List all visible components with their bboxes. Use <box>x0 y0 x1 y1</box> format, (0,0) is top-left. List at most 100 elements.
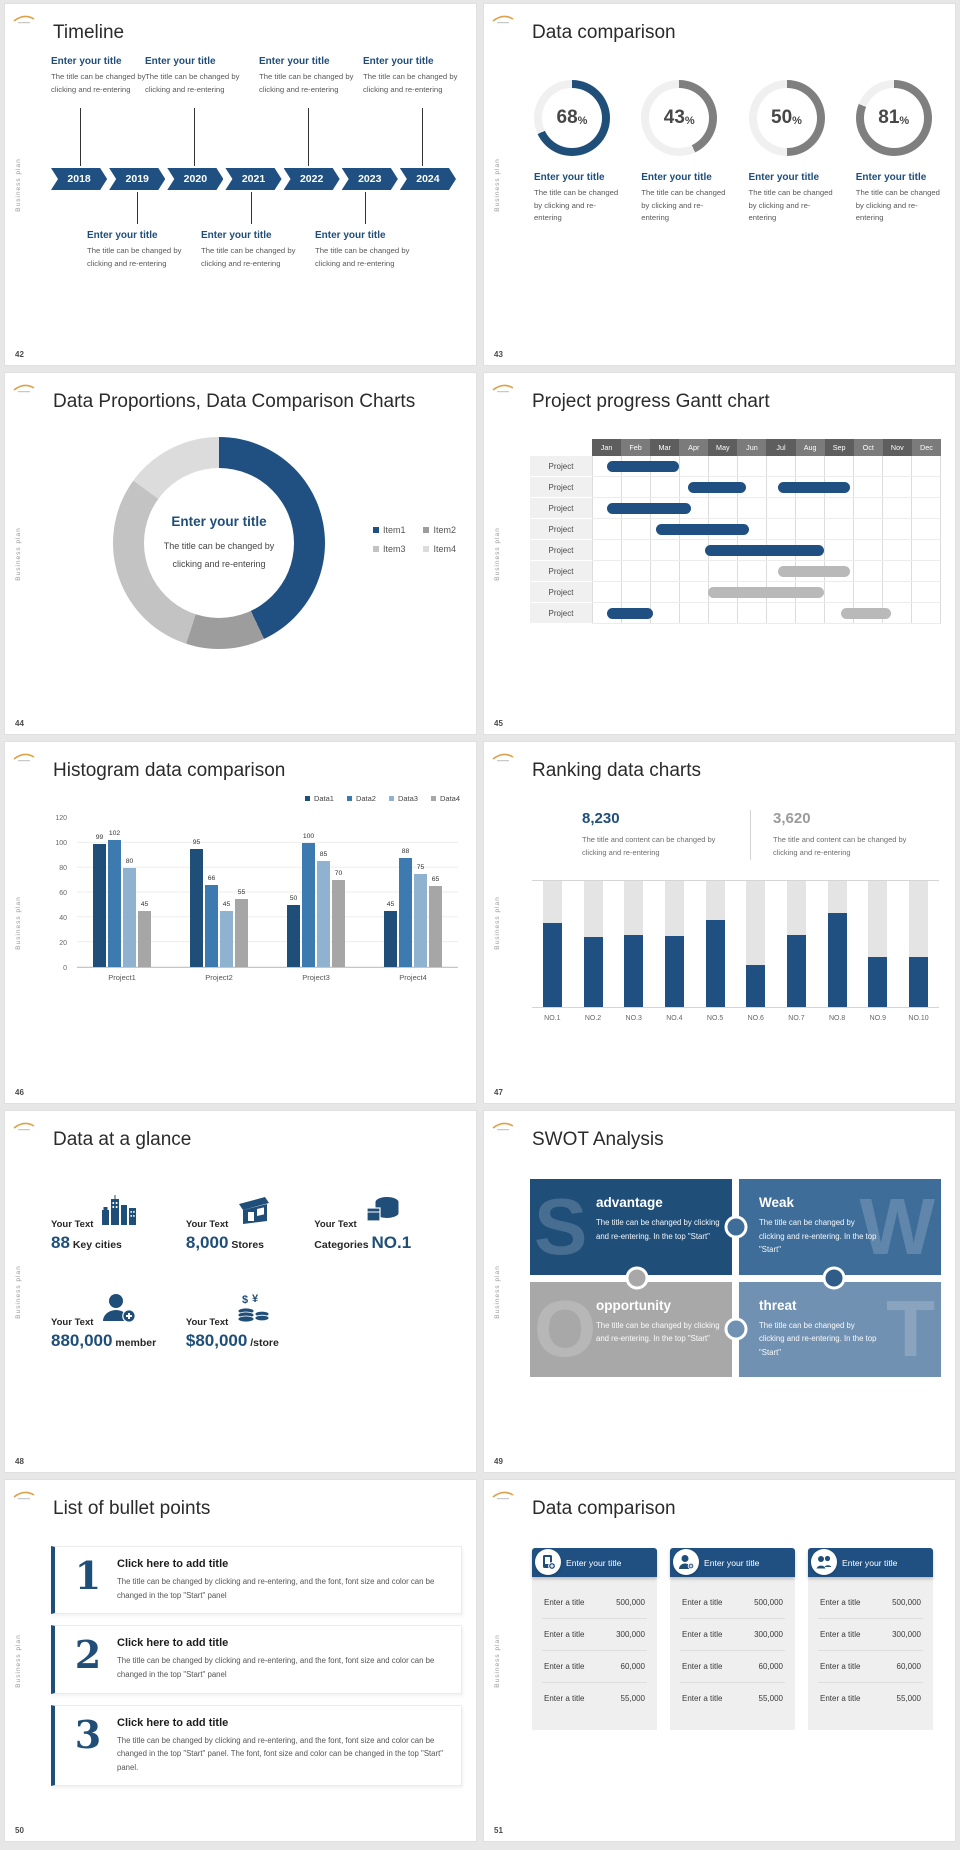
bar-fill[interactable] <box>664 935 684 1007</box>
gantt-bar[interactable] <box>777 566 851 577</box>
legend-swatch <box>346 796 352 801</box>
gantt-bar[interactable] <box>687 482 746 493</box>
svg-text:$: $ <box>242 1294 248 1306</box>
gantt-bar[interactable] <box>705 545 824 556</box>
gantt-month-cell: Apr <box>679 439 709 456</box>
bar-fill[interactable] <box>542 923 562 1007</box>
gantt-bar[interactable] <box>606 461 679 472</box>
slide-51-thumbnail[interactable]: Business plan 51 Data comparison Enter y… <box>484 1480 955 1841</box>
bar[interactable]: 88 <box>399 848 412 967</box>
bar[interactable]: 55 <box>235 889 248 967</box>
brand-logo-icon <box>12 1487 36 1505</box>
donut-center-body: The title can be changed by clicking and… <box>163 540 275 569</box>
gantt-bar[interactable] <box>655 524 749 535</box>
bar[interactable]: 80 <box>123 858 136 967</box>
gantt-bar[interactable] <box>777 482 851 493</box>
slide-left-rail: Business plan 49 <box>484 1111 524 1472</box>
stat-unit: member <box>112 1337 157 1349</box>
bar[interactable]: 66 <box>205 875 218 967</box>
slide-title: Project progress Gantt chart <box>532 391 770 412</box>
bar[interactable]: 85 <box>317 851 330 967</box>
glance-stat: Your Text Categories NO.1 <box>314 1195 462 1253</box>
timeline-item-title: Enter your title <box>145 56 216 67</box>
legend-item: Data2 <box>346 794 376 803</box>
stat-label: Your Text <box>314 1219 357 1230</box>
bullet-list-item[interactable]: 2 Click here to add title The title can be… <box>51 1625 462 1694</box>
legend-swatch <box>372 527 379 533</box>
bullet-number: 1 <box>74 1553 102 1598</box>
bar-value-label: 75 <box>416 863 425 871</box>
bar-fill[interactable] <box>827 913 847 1007</box>
bar[interactable]: 99 <box>93 834 106 967</box>
bar-fill[interactable] <box>583 937 603 1007</box>
card-row-value: 55,000 <box>896 1694 921 1703</box>
bar-fill[interactable] <box>746 964 766 1007</box>
bar-value-label: 50 <box>289 894 298 902</box>
categories-box-icon <box>365 1195 401 1230</box>
ring-item-body: The title can be changed by clicking and… <box>641 188 726 223</box>
page-number: 50 <box>15 1826 24 1835</box>
timeline-item-title: Enter your title <box>363 56 434 67</box>
bullet-list-item[interactable]: 3 Click here to add title The title can be… <box>51 1704 462 1787</box>
slide-42-thumbnail[interactable]: Business plan 42 Timeline 2018 2019 2020 20… <box>5 4 476 365</box>
stat-value-line: 8,000 Stores <box>186 1233 314 1253</box>
donut-center-title: Enter your title <box>171 513 267 529</box>
slide-title: Timeline <box>53 22 125 43</box>
card-row-label: Enter a title <box>682 1662 723 1671</box>
timeline-connector-line <box>251 192 252 224</box>
bar[interactable]: 45 <box>384 901 397 967</box>
timeline-item: Enter your title The title can be changed… <box>51 56 155 96</box>
gantt-row-label: Project <box>530 540 592 561</box>
gantt-row-label: Project <box>530 582 592 603</box>
gantt-row-label: Project <box>530 477 592 498</box>
stat-unit: /store <box>247 1337 279 1349</box>
slide-50-thumbnail[interactable]: Business plan 50 List of bullet points 1… <box>5 1480 476 1841</box>
bar[interactable]: 100 <box>302 833 315 967</box>
gantt-bar[interactable] <box>606 608 653 619</box>
stat-label: Your Text <box>51 1317 94 1328</box>
swot-quadrant-weak[interactable]: W Weak The title can be changed by clickin… <box>739 1179 941 1275</box>
gantt-bar[interactable] <box>708 587 824 598</box>
bar[interactable]: 95 <box>190 839 203 967</box>
comparison-card: Enter your title Enter a title 500,000 Ente… <box>670 1548 795 1730</box>
slide-45-thumbnail[interactable]: Business plan 45 Project progress Gantt … <box>484 373 955 734</box>
gantt-row-grid <box>592 498 941 519</box>
bar-fill[interactable] <box>786 934 806 1007</box>
timeline-item-body: The title can be changed by clicking and… <box>315 246 410 268</box>
gantt-bar[interactable] <box>841 608 891 619</box>
bar-fill[interactable] <box>868 957 888 1007</box>
slide-left-rail: Business plan 44 <box>5 373 45 734</box>
bullet-list-item[interactable]: 1 Click here to add title The title can be… <box>51 1546 462 1615</box>
legend-item: Item3 <box>372 544 405 554</box>
stat-label: Your Text <box>185 1317 229 1328</box>
bar[interactable]: 50 <box>287 895 300 967</box>
gantt-month-cell: Feb <box>621 439 651 456</box>
bar[interactable]: 45 <box>220 901 233 967</box>
bar-fill[interactable] <box>624 934 644 1007</box>
bar[interactable]: 70 <box>332 870 345 967</box>
bar[interactable]: 45 <box>138 901 151 967</box>
bar[interactable]: 102 <box>108 830 121 967</box>
stat-value: NO.1 <box>371 1233 412 1252</box>
x-axis-category-label: NO.1 <box>544 1014 561 1022</box>
gantt-bar[interactable] <box>606 503 691 514</box>
slide-46-thumbnail[interactable]: Business plan 46 Histogram data comparis… <box>5 742 476 1103</box>
slide-43-thumbnail[interactable]: Business plan 43 Data comparison 68% Ente… <box>484 4 955 365</box>
bar[interactable]: 65 <box>429 876 442 967</box>
gantt-row: Project <box>530 477 941 498</box>
bar[interactable]: 75 <box>414 864 427 967</box>
bar-fill[interactable] <box>909 957 929 1007</box>
slide-44-thumbnail[interactable]: Business plan 44 Data Proportions, Data … <box>5 373 476 734</box>
gantt-row: Project <box>530 540 941 561</box>
slide-left-rail: Business plan 47 <box>484 742 524 1103</box>
percent-sign: % <box>792 114 802 127</box>
slide-47-thumbnail[interactable]: Business plan 47 Ranking data charts 8,2… <box>484 742 955 1103</box>
swot-letter-watermark: T <box>886 1284 935 1374</box>
bar-fill[interactable] <box>705 919 725 1007</box>
bar-value-label: 80 <box>125 857 134 865</box>
slide-48-thumbnail[interactable]: Business plan 48 Data at a glance Your T… <box>5 1111 476 1472</box>
